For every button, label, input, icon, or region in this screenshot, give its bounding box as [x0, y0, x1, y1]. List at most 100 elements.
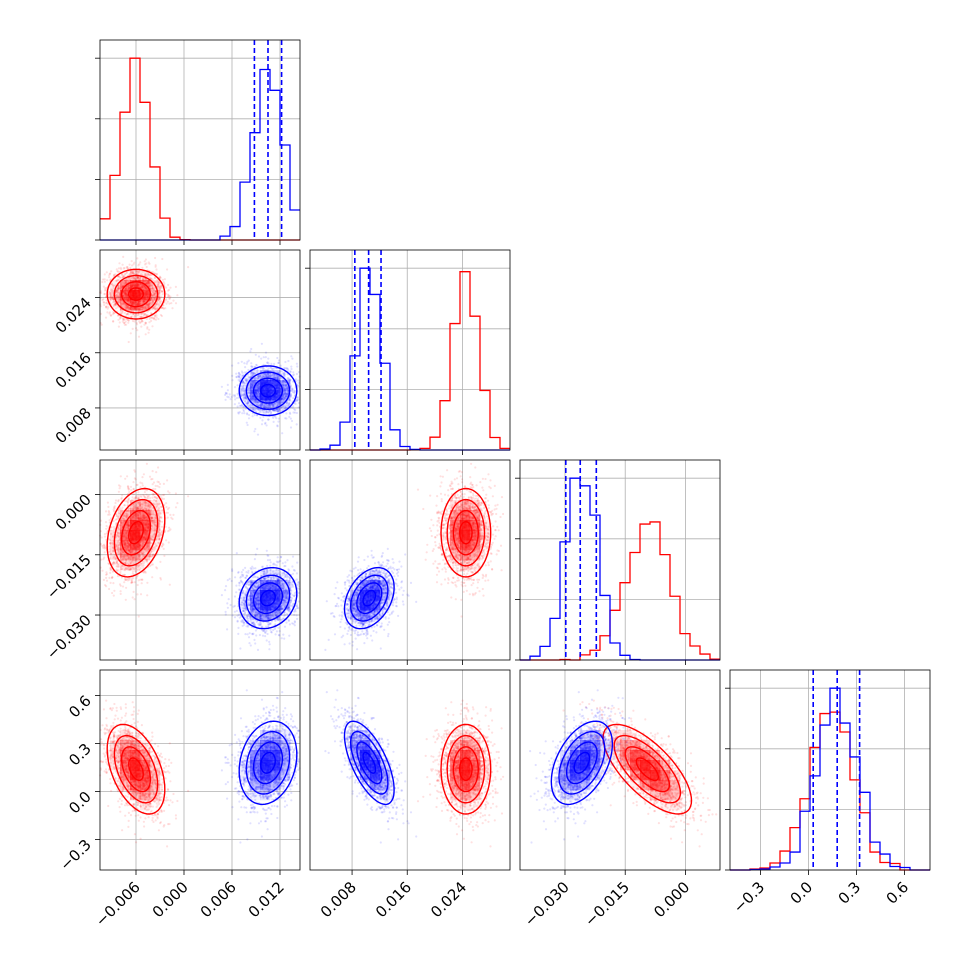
scatter-point: [168, 289, 170, 291]
scatter-point: [292, 407, 294, 409]
scatter-point: [164, 307, 166, 309]
scatter-point: [113, 526, 115, 528]
scatter-point: [237, 362, 239, 364]
scatter-point: [292, 411, 294, 413]
scatter-point: [241, 361, 243, 363]
scatter-point: [229, 393, 231, 395]
scatter-point: [166, 268, 168, 270]
scatter-point: [238, 379, 240, 381]
scatter-point: [261, 419, 263, 421]
scatter-point: [140, 593, 142, 595]
scatter-point: [113, 509, 115, 511]
scatter-point: [297, 396, 299, 398]
scatter-point: [127, 322, 129, 324]
scatter-point: [171, 307, 173, 309]
scatter-point: [165, 287, 167, 289]
scatter-point: [238, 402, 240, 404]
scatter-point: [253, 430, 255, 432]
scatter-point: [270, 363, 272, 365]
scatter-point: [241, 372, 243, 374]
scatter-point: [274, 416, 276, 418]
scatter-point: [155, 266, 157, 268]
scatter-point: [234, 386, 236, 388]
scatter-point: [237, 393, 239, 395]
scatter-point: [149, 318, 151, 320]
scatter-point: [118, 262, 120, 264]
scatter-point: [105, 521, 107, 523]
scatter-point: [150, 320, 152, 322]
scatter-point: [231, 396, 233, 398]
scatter-point: [296, 365, 298, 367]
scatter-point: [123, 581, 125, 583]
scatter-point: [138, 336, 140, 338]
scatter-point: [124, 312, 126, 314]
scatter-point: [127, 502, 129, 504]
scatter-point: [116, 570, 118, 572]
scatter-point: [263, 356, 265, 358]
scatter-point: [144, 260, 146, 262]
scatter-point: [290, 418, 292, 420]
scatter-point: [145, 258, 147, 260]
scatter-point: [119, 321, 121, 323]
scatter-point: [289, 370, 291, 372]
scatter-point: [165, 303, 167, 305]
scatter-point: [262, 416, 264, 418]
scatter-point: [225, 392, 227, 394]
scatter-point: [240, 377, 242, 379]
scatter-point: [130, 316, 132, 318]
scatter-point: [152, 317, 154, 319]
scatter-point: [158, 486, 160, 488]
scatter-point: [149, 565, 151, 567]
scatter-point: [106, 311, 108, 313]
scatter-point: [151, 576, 153, 578]
scatter-point: [160, 286, 162, 288]
scatter-point: [136, 257, 138, 259]
scatter-point: [169, 287, 171, 289]
scatter-point: [103, 286, 105, 288]
scatter-point: [128, 319, 130, 321]
scatter-point: [296, 373, 298, 375]
scatter-point: [146, 266, 148, 268]
scatter-point: [267, 367, 269, 369]
scatter-point: [290, 366, 292, 368]
scatter-point: [126, 266, 128, 268]
scatter-point: [141, 267, 143, 269]
scatter-point: [165, 539, 167, 541]
scatter-point: [168, 527, 170, 529]
scatter-point: [252, 415, 254, 417]
scatter-point: [108, 577, 110, 579]
scatter-point: [226, 396, 228, 398]
scatter-point: [154, 315, 156, 317]
scatter-point: [296, 423, 298, 425]
scatter-point: [115, 307, 117, 309]
scatter-point: [117, 575, 119, 577]
scatter-point: [258, 355, 260, 357]
scatter-point: [150, 312, 152, 314]
scatter-point: [113, 306, 115, 308]
scatter-point: [278, 418, 280, 420]
scatter-point: [154, 257, 156, 259]
scatter-point: [296, 399, 298, 401]
scatter-point: [116, 270, 118, 272]
scatter-point: [134, 471, 136, 473]
scatter-point: [167, 284, 169, 286]
scatter-point: [123, 504, 125, 506]
scatter-point: [283, 373, 285, 375]
scatter-point: [225, 399, 227, 401]
scatter-point: [108, 276, 110, 278]
scatter-point: [137, 264, 139, 266]
scatter-point: [128, 341, 130, 343]
scatter-point: [118, 491, 120, 493]
scatter-point: [155, 268, 157, 270]
scatter-point: [107, 502, 109, 504]
scatter-point: [287, 360, 289, 362]
panel-0-0: [95, 40, 300, 245]
scatter-point: [105, 528, 107, 530]
scatter-point: [103, 302, 105, 304]
scatter-point: [273, 421, 275, 423]
scatter-point: [103, 304, 105, 306]
scatter-point: [175, 506, 177, 508]
scatter-point: [290, 368, 292, 370]
scatter-point: [148, 329, 150, 331]
scatter-point: [247, 403, 249, 405]
